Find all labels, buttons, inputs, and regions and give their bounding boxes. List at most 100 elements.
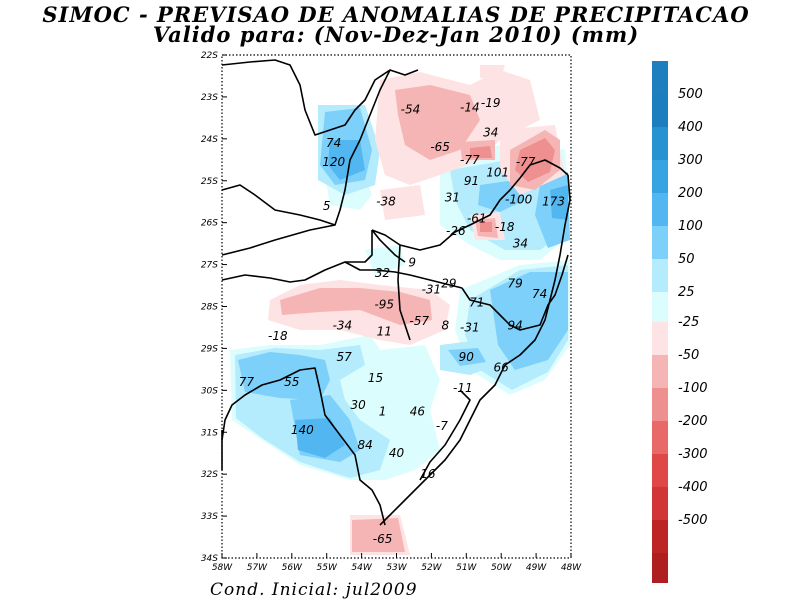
colorbar-segment xyxy=(652,520,668,553)
anomaly-value-label: 71 xyxy=(469,295,484,309)
lat-tick-label: 32S xyxy=(201,470,218,480)
anomaly-value-label: -77 xyxy=(460,153,480,167)
lat-tick-label: 26S xyxy=(201,219,218,229)
anomaly-value-label: 57 xyxy=(337,350,353,364)
anomaly-value-label: -11 xyxy=(453,381,473,395)
colorbar-label: -200 xyxy=(678,414,708,429)
anomaly-value-label: -65 xyxy=(430,140,450,154)
anomaly-value-label: -34 xyxy=(333,318,353,332)
anomaly-value-label: 30 xyxy=(350,398,366,412)
chart-title: SIMOC - PREVISAO DE ANOMALIAS DE PRECIPI… xyxy=(42,2,750,27)
anomaly-value-label: 29 xyxy=(441,276,456,290)
anomaly-value-label: 79 xyxy=(508,276,523,290)
lon-tick-label: 49W xyxy=(526,563,547,573)
initial-condition-label: Cond. Inicial: jul2009 xyxy=(210,580,418,600)
lat-tick-label: 28S xyxy=(201,303,218,313)
anomaly-value-label: -61 xyxy=(467,211,487,225)
lon-tick-label: 52W xyxy=(421,563,442,573)
chart-subtitle: Valido para: (Nov-Dez-Jan 2010) (mm) xyxy=(152,22,640,47)
colorbar-segment xyxy=(652,61,668,94)
boundaries xyxy=(221,59,571,526)
lat-tick-label: 34S xyxy=(201,554,218,564)
anomaly-value-label: 8 xyxy=(442,318,450,332)
colorbar-label: -300 xyxy=(678,447,708,462)
anomaly-value-label: 5 xyxy=(323,199,331,213)
anomaly-value-label: -38 xyxy=(376,195,396,209)
anomaly-value-label: 34 xyxy=(513,237,528,251)
lat-tick-labels: 22S 23S 24S 25S 26S 27S 28S 29S 30S 31S 32S 33S 34S xyxy=(201,51,227,564)
lon-tick-labels: 58W 57W 56W 55W 54W 53W 52W 51W 50W 49W 48W xyxy=(212,553,582,573)
colorbar-label: -100 xyxy=(678,381,708,396)
anomaly-value-label: 1 xyxy=(379,404,387,418)
anomaly-value-label: 74 xyxy=(326,136,341,150)
colorbar-label: -400 xyxy=(678,480,708,495)
anomaly-value-label: 55 xyxy=(284,375,299,389)
colorbar-segment xyxy=(652,292,668,325)
lon-tick-label: 48W xyxy=(561,563,582,573)
lon-tick-label: 54W xyxy=(351,563,372,573)
anomaly-value-label: -57 xyxy=(409,314,429,328)
colorbar-segment xyxy=(652,226,668,259)
colorbar-label: -50 xyxy=(678,348,699,363)
colorbar-segment xyxy=(652,355,668,388)
shaded-field xyxy=(230,65,570,555)
lat-tick-label: 24S xyxy=(201,135,218,145)
anomaly-value-label: -18 xyxy=(268,329,288,343)
anomaly-value-label: 11 xyxy=(377,325,392,339)
anomaly-value-label: 9 xyxy=(408,255,416,269)
colorbar-segment xyxy=(652,421,668,454)
anomaly-value-label: -100 xyxy=(505,193,533,207)
anomaly-value-label: 16 xyxy=(420,467,436,481)
anomaly-value-label: -14 xyxy=(460,100,480,114)
colorbar-segment xyxy=(652,94,668,127)
anomaly-value-label: 90 xyxy=(459,350,475,364)
anomaly-value-label: 84 xyxy=(357,438,372,452)
colorbar: 500 400 300 200 100 50 25 -25 -50 -100 -200 -300 -40… xyxy=(652,61,708,583)
anomaly-value-label: -77 xyxy=(516,155,536,169)
colorbar-segment xyxy=(652,322,668,355)
anomaly-value-label: -95 xyxy=(374,297,394,311)
anomaly-value-label: 77 xyxy=(239,375,255,389)
anomaly-value-label: 31 xyxy=(445,191,460,205)
anomaly-value-label: 173 xyxy=(542,195,565,209)
anomaly-value-label: 101 xyxy=(486,165,509,179)
lon-tick-label: 57W xyxy=(247,563,268,573)
lat-tick-label: 23S xyxy=(201,93,218,103)
anomaly-value-label: 140 xyxy=(291,423,314,437)
colorbar-label: 200 xyxy=(678,186,703,201)
anomaly-value-label: 74 xyxy=(532,287,547,301)
colorbar-label: 400 xyxy=(678,120,703,135)
colorbar-segment xyxy=(652,127,668,160)
anomaly-value-label: -19 xyxy=(481,96,501,110)
lat-tick-label: 22S xyxy=(201,51,218,61)
anomaly-value-label: 15 xyxy=(368,371,383,385)
anomaly-value-label: -65 xyxy=(373,532,393,546)
anomaly-value-label: -31 xyxy=(422,283,442,297)
lon-tick-label: 55W xyxy=(317,563,338,573)
colorbar-segment xyxy=(652,553,668,583)
lat-tick-label: 33S xyxy=(201,512,218,522)
colorbar-segment xyxy=(652,160,668,193)
anomaly-value-label: 34 xyxy=(483,126,498,140)
lat-tick-label: 29S xyxy=(201,344,218,354)
lat-tick-label: 25S xyxy=(201,177,218,187)
anomaly-value-label: -54 xyxy=(401,102,421,116)
anomaly-value-label: 94 xyxy=(508,318,523,332)
anomaly-value-label: -31 xyxy=(460,320,480,334)
anomaly-value-label: -18 xyxy=(495,220,515,234)
anomaly-value-label: 32 xyxy=(375,266,390,280)
colorbar-segment xyxy=(652,193,668,226)
lon-tick-label: 56W xyxy=(282,563,303,573)
lat-tick-label: 31S xyxy=(201,428,218,438)
anomaly-value-label: -26 xyxy=(446,224,466,238)
lon-tick-label: 51W xyxy=(456,563,477,573)
anomaly-value-label: 40 xyxy=(389,446,405,460)
colorbar-label: -500 xyxy=(678,513,708,528)
colorbar-segment xyxy=(652,259,668,292)
colorbar-label: 500 xyxy=(678,87,703,102)
anomaly-value-label: 46 xyxy=(410,404,426,418)
colorbar-label: 25 xyxy=(678,285,695,300)
anomaly-value-label: -7 xyxy=(436,419,448,433)
lon-tick-label: 50W xyxy=(491,563,512,573)
